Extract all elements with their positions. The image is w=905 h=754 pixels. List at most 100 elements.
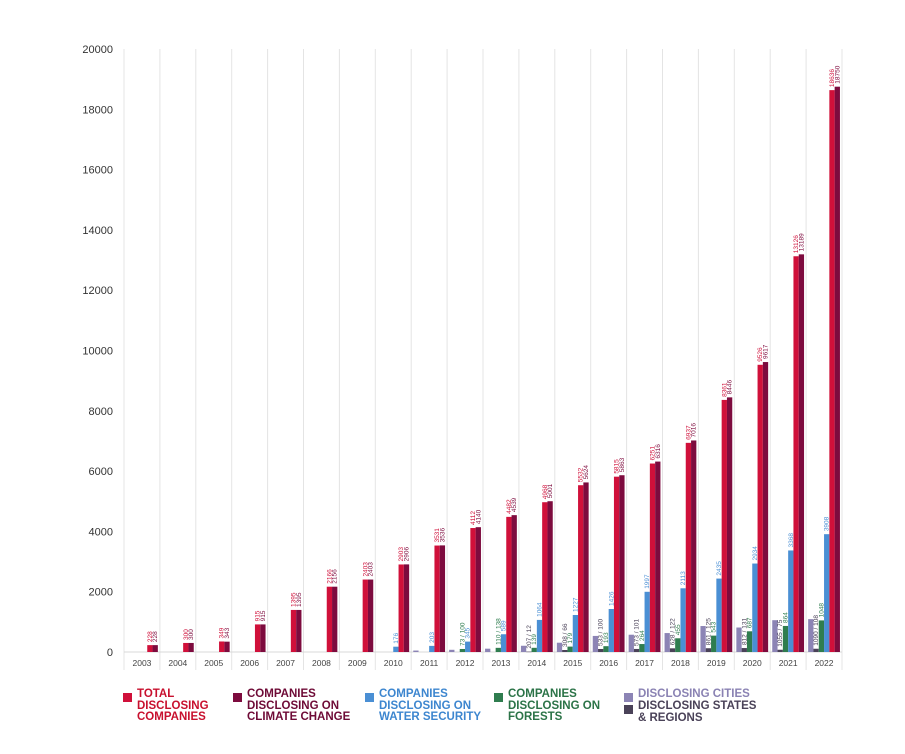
data-label: 533 / 100 <box>598 618 605 645</box>
bar <box>434 545 440 652</box>
legend-swatch-climate-change <box>233 693 242 702</box>
data-label: 3368 <box>788 533 795 548</box>
bar <box>188 642 194 652</box>
bar <box>449 649 455 652</box>
bar <box>556 642 563 652</box>
bar <box>793 256 799 652</box>
legend-label-total-companies: TOTAL DISCLOSING COMPANIES <box>137 688 209 723</box>
data-label: 73 / 100 <box>459 622 466 646</box>
bar <box>782 625 789 652</box>
bar <box>691 440 697 652</box>
data-label: 864 <box>783 612 790 623</box>
bar <box>224 641 230 652</box>
bar <box>829 90 835 652</box>
data-label: 179 <box>567 632 574 643</box>
y-tick-label: 18000 <box>82 104 113 116</box>
legend-swatch-cities <box>624 693 633 702</box>
bar <box>296 609 302 652</box>
data-label: 207 / 12 <box>526 625 533 649</box>
bar <box>757 364 763 652</box>
bar <box>685 442 692 652</box>
bar <box>362 579 368 652</box>
y-tick-label: 4000 <box>89 526 113 538</box>
y-tick-label: 2000 <box>89 587 113 599</box>
bar <box>332 586 338 652</box>
data-label: 4140 <box>475 509 482 524</box>
bar <box>633 648 640 652</box>
bar <box>567 646 573 652</box>
y-tick-label: 16000 <box>82 165 113 177</box>
data-label: 1048 <box>818 603 825 618</box>
data-label: 1064 <box>537 602 544 617</box>
x-tick-label: 2018 <box>671 658 690 668</box>
bar <box>254 624 261 652</box>
data-label: 1395 <box>296 592 303 607</box>
data-label: 861 / 125 <box>705 618 712 645</box>
data-label: 110 / 138 <box>495 618 502 645</box>
bar <box>403 564 410 652</box>
bar <box>752 563 758 652</box>
bar <box>219 641 225 652</box>
data-label: 2934 <box>752 546 759 561</box>
bar-chart: 0 2000 4000 6000 8000 10000 12000 14000 16000 180… <box>82 44 843 670</box>
bar <box>824 534 830 652</box>
bar <box>777 649 783 652</box>
bar <box>664 633 670 652</box>
data-label: 264 <box>639 630 646 641</box>
bar <box>711 635 717 652</box>
bar <box>367 579 374 652</box>
y-axis: 0 2000 4000 6000 8000 10000 12000 14000 16000 180… <box>82 44 113 659</box>
data-label: 4968 <box>542 484 549 499</box>
bar <box>736 627 742 652</box>
legend-swatch-water-security <box>365 693 374 702</box>
bar <box>536 619 543 652</box>
bar <box>680 588 686 652</box>
bar <box>603 646 609 652</box>
bar <box>772 620 778 652</box>
bar <box>700 626 706 652</box>
x-tick-label: 2009 <box>348 658 367 668</box>
data-label: 812 / 131 <box>741 618 748 645</box>
bar <box>531 647 537 652</box>
x-tick-label: 2012 <box>456 658 475 668</box>
bar <box>741 648 747 652</box>
bar <box>798 254 805 652</box>
data-label: 573 / 101 <box>634 618 641 645</box>
x-tick-label: 2016 <box>599 658 618 668</box>
legend-item-water-security: COMPANIES DISCLOSING ON WATER SECURITY <box>365 688 482 724</box>
bar <box>562 650 568 652</box>
bar <box>413 650 419 652</box>
data-label: 7016 <box>691 423 698 438</box>
bar <box>290 609 297 652</box>
data-label: 4112 <box>470 511 477 525</box>
data-label: 193 <box>603 632 610 643</box>
bar <box>326 586 333 652</box>
data-label: 5624 <box>583 465 590 480</box>
data-label: 5001 <box>547 483 554 498</box>
data-label: 18636 <box>829 69 836 87</box>
x-tick-label: 2004 <box>168 658 187 668</box>
legend-label-water-security: COMPANIES DISCLOSING ON WATER SECURITY <box>379 688 482 723</box>
data-label: 300 <box>188 629 195 640</box>
data-label: 203 <box>429 632 436 643</box>
bar <box>147 645 153 652</box>
x-tick-label: 2010 <box>384 658 403 668</box>
data-label: 343 <box>224 627 231 638</box>
data-label: 3908 <box>824 516 831 531</box>
bar <box>592 635 599 652</box>
data-label: 349 <box>219 627 226 638</box>
legend-item-climate-change: COMPANIES DISCLOSING ON CLIMATE CHANGE <box>233 688 350 724</box>
bar <box>598 648 604 652</box>
bar <box>619 475 625 652</box>
data-label: 915 <box>255 610 262 621</box>
bar <box>520 645 527 652</box>
bar <box>183 642 189 652</box>
bar <box>470 528 476 652</box>
legend-item-forests: COMPANIES DISCLOSING ON FORESTS <box>494 688 600 724</box>
data-labels: 207 / 12 308 / 66 533 / 100 573 / 101 628 / … <box>147 65 841 648</box>
legend-swatch-states-regions <box>624 705 633 714</box>
legend-label-cities: DISCLOSING CITIES <box>638 688 750 700</box>
chart-legend: TOTAL DISCLOSING COMPANIES COMPANIES DIS… <box>0 684 905 744</box>
data-label: 5815 <box>614 459 621 474</box>
bar <box>465 641 471 652</box>
